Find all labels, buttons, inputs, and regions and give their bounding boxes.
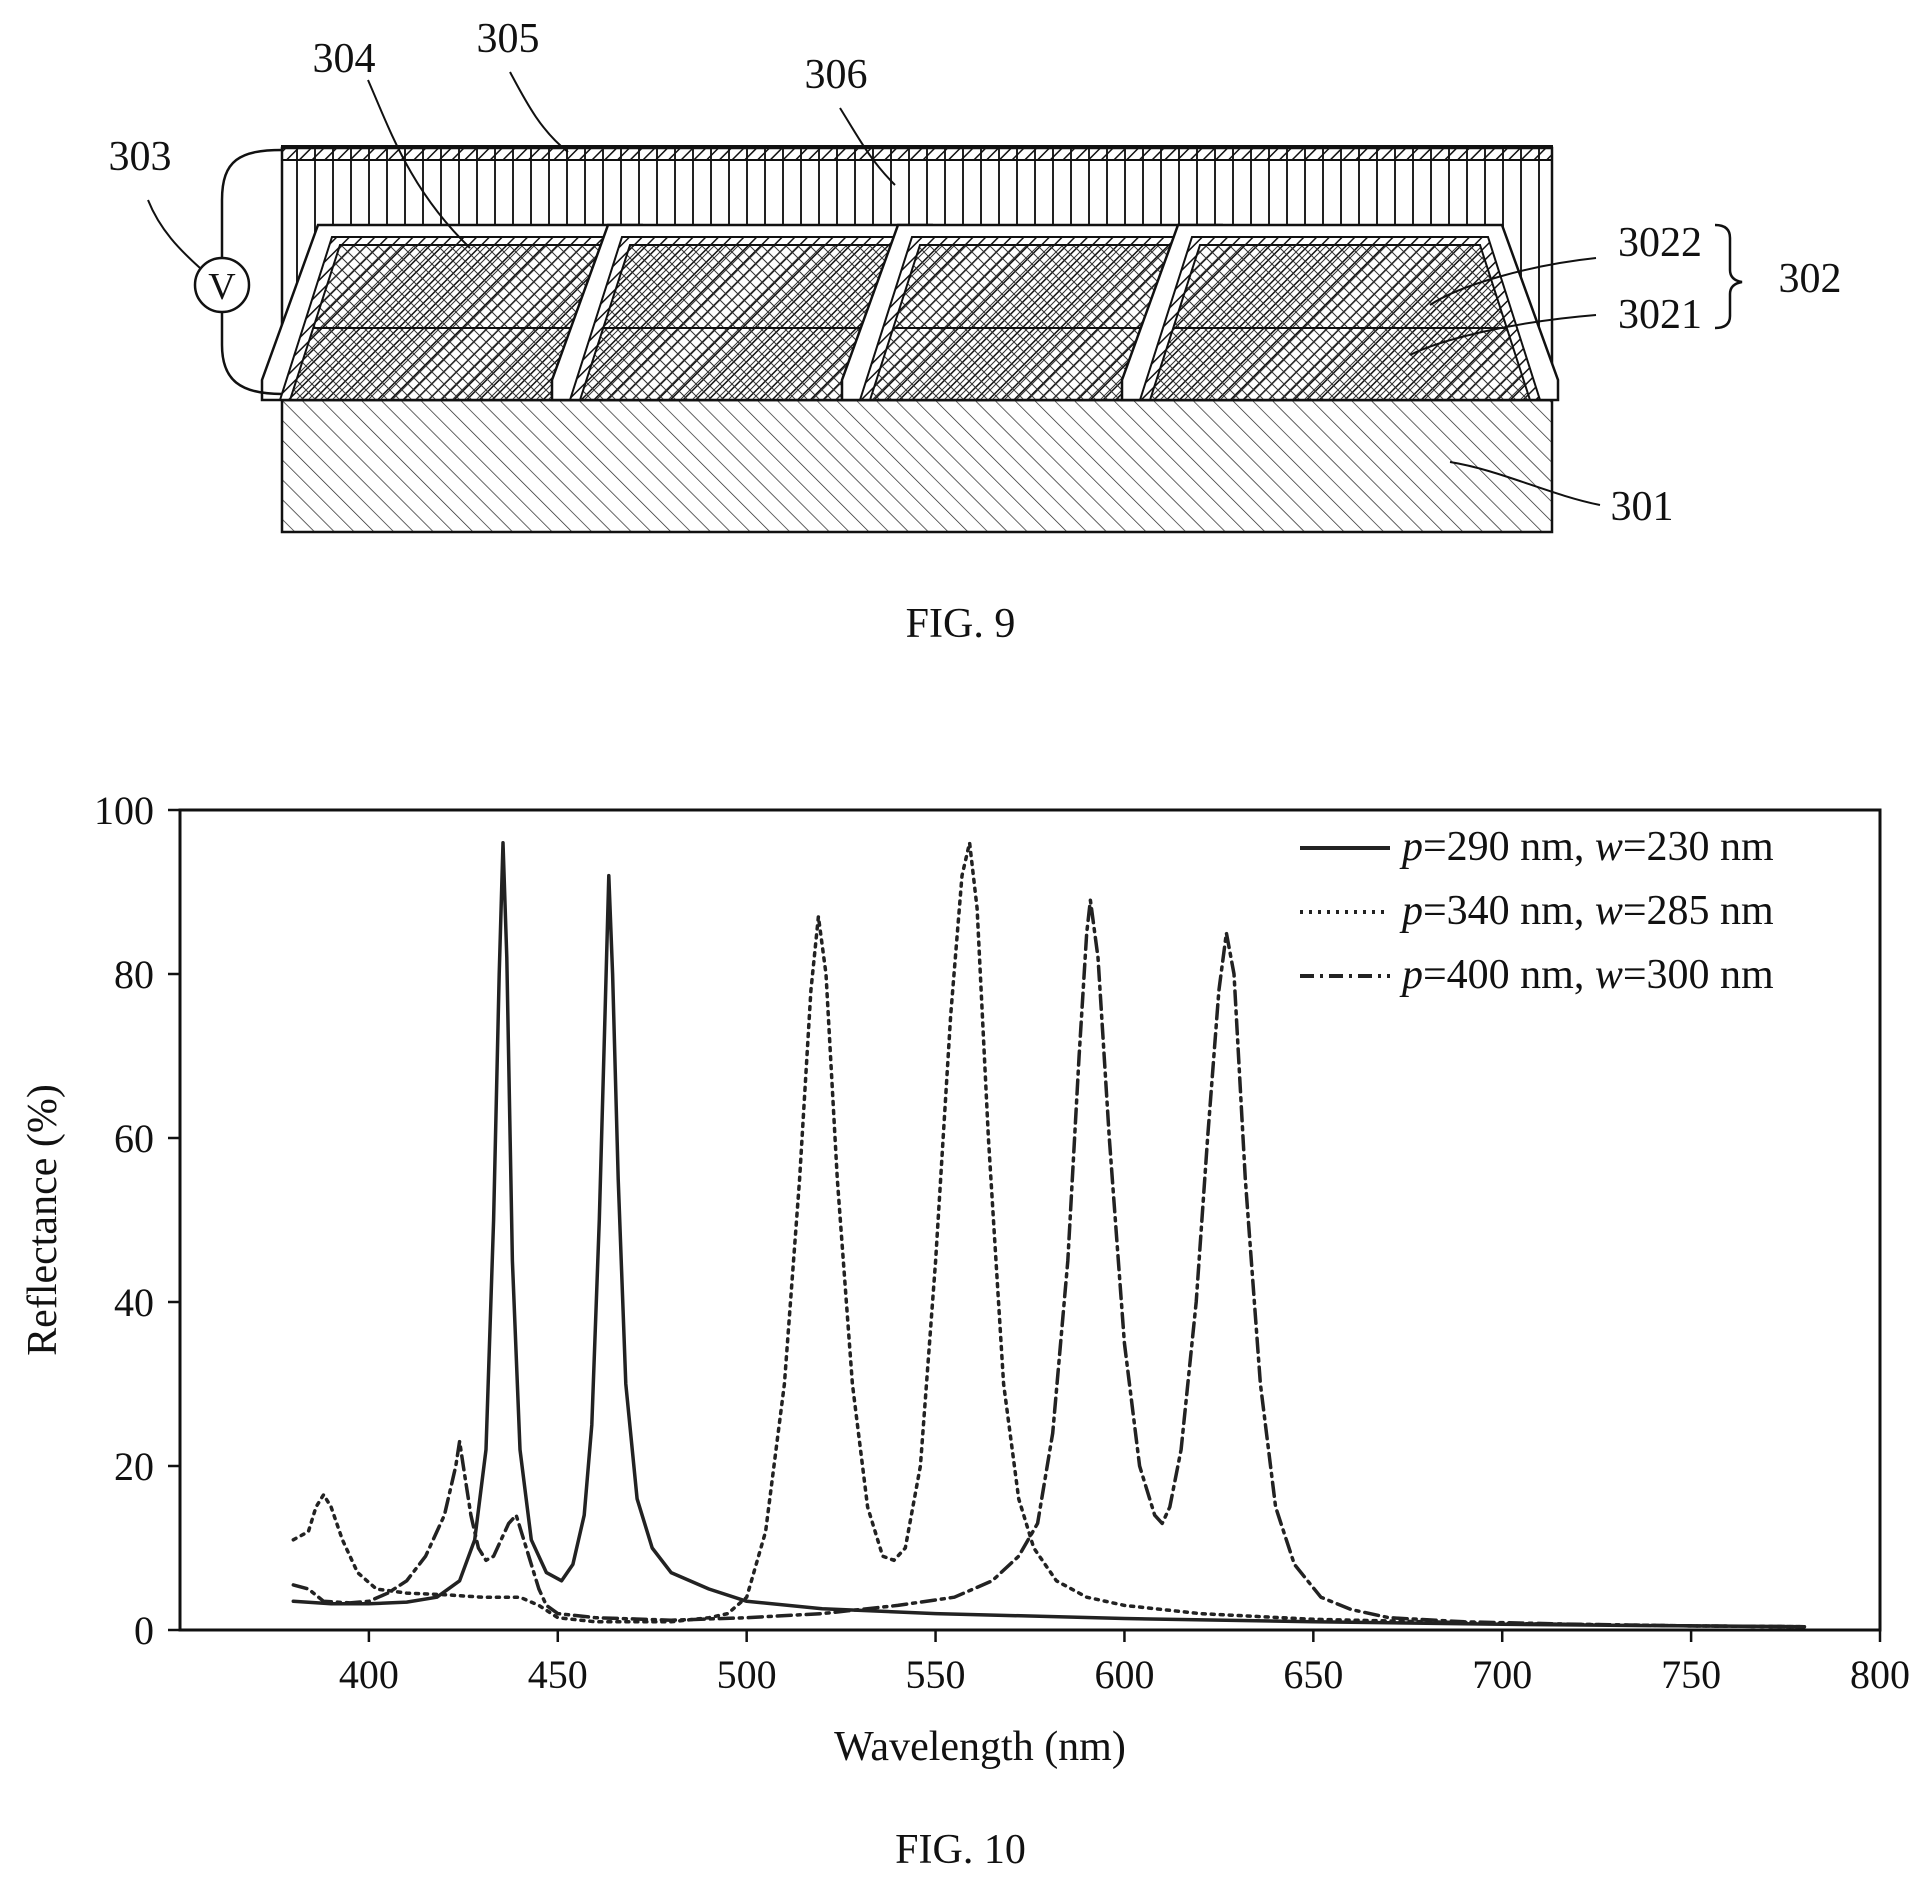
y-tick-label: 80 xyxy=(114,952,154,997)
leader-305 xyxy=(509,71,569,153)
plot-frame xyxy=(178,808,1882,1632)
fig10-chart: 400 450 500 550 600 650 700 750 800020406080100 … xyxy=(20,788,1910,1770)
legend-label: p=400 nm, w=300 nm xyxy=(1399,952,1774,998)
x-tick-label: 800 xyxy=(1850,1652,1910,1697)
series-line-3 xyxy=(291,898,1807,1629)
leader-303 xyxy=(147,199,201,269)
fig9-caption: FIG. 9 xyxy=(905,601,1016,647)
legend-label: p=290 nm, w=230 nm xyxy=(1399,824,1774,870)
label-306: 306 xyxy=(805,52,868,98)
label-304: 304 xyxy=(313,36,376,82)
series-line-1 xyxy=(291,841,1807,1629)
series-line-2 xyxy=(291,841,1807,1629)
top-layer xyxy=(281,145,1553,161)
x-tick-label: 400 xyxy=(339,1652,399,1697)
fig10-caption: FIG. 10 xyxy=(895,1827,1026,1873)
label-3022: 3022 xyxy=(1618,220,1702,266)
leader-3021 xyxy=(1409,314,1597,356)
x-tick-label: 600 xyxy=(1094,1652,1154,1697)
fig9-diagram: V 303 304 305 306 3022 3021 302 301 xyxy=(109,16,1842,534)
x-tick-label: 700 xyxy=(1472,1652,1532,1697)
y-tick-label: 100 xyxy=(94,788,154,833)
label-301: 301 xyxy=(1611,484,1674,530)
label-303: 303 xyxy=(109,134,172,180)
leader-301 xyxy=(1449,461,1601,506)
x-axis-label: Wavelength (nm) xyxy=(834,1724,1126,1770)
leader-304 xyxy=(367,79,471,249)
y-tick-label: 40 xyxy=(114,1280,154,1325)
y-tick-label: 60 xyxy=(114,1116,154,1161)
leader-306 xyxy=(839,107,896,186)
x-tick-label: 750 xyxy=(1661,1652,1721,1697)
grating-element xyxy=(1120,223,1560,402)
y-tick-label: 0 xyxy=(134,1608,154,1653)
x-tick-label: 450 xyxy=(528,1652,588,1697)
y-tick-label: 20 xyxy=(114,1444,154,1489)
label-302: 302 xyxy=(1779,256,1842,302)
voltage-symbol: V xyxy=(208,266,236,308)
x-tick-label: 650 xyxy=(1283,1652,1343,1697)
label-3021: 3021 xyxy=(1618,292,1702,338)
chart-legend: p=290 nm, w=230 nm p=340 nm, w=285 nm p=40… xyxy=(1300,824,1774,998)
legend-label: p=340 nm, w=285 nm xyxy=(1399,888,1774,934)
x-tick-label: 550 xyxy=(906,1652,966,1697)
x-tick-label: 500 xyxy=(717,1652,777,1697)
label-305: 305 xyxy=(477,16,540,62)
bracket-302 xyxy=(1714,223,1743,330)
leader-3022 xyxy=(1429,257,1597,306)
voltage-wire xyxy=(220,148,283,396)
voltage-source-303 xyxy=(193,256,251,314)
substrate-301 xyxy=(280,398,1554,534)
y-axis-label: Reflectance (%) xyxy=(20,1084,66,1356)
